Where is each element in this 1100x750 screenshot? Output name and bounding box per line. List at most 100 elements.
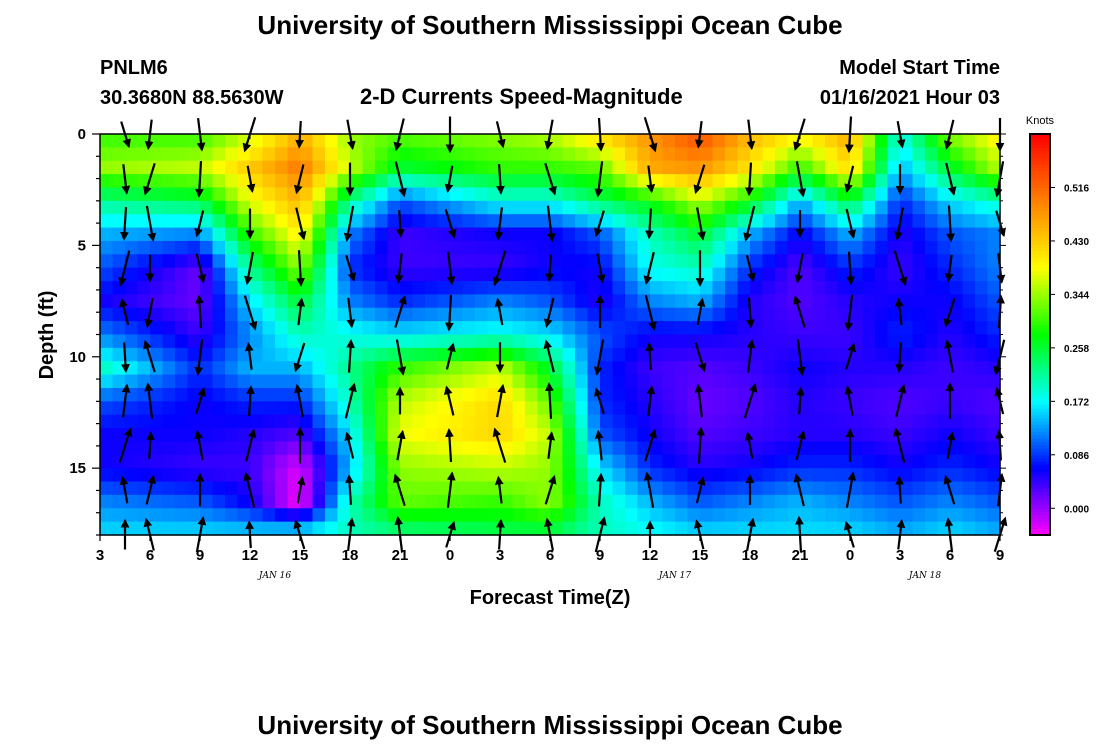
- heatmap-cell: [225, 281, 239, 295]
- heatmap-cell: [112, 347, 126, 362]
- heatmap-cell: [637, 240, 651, 255]
- heatmap-cell: [875, 294, 889, 309]
- heatmap-cell: [112, 240, 126, 255]
- heatmap-cell: [350, 481, 364, 496]
- heatmap-cell: [350, 307, 364, 322]
- heatmap-cell: [825, 147, 839, 162]
- heatmap-cell: [600, 321, 614, 336]
- colorbar-swatch: [1030, 324, 1050, 329]
- heatmap-cell: [600, 441, 614, 456]
- heatmap-cell: [850, 361, 864, 376]
- heatmap-cell: [587, 200, 601, 215]
- heatmap-cell: [112, 361, 126, 376]
- current-vector: [195, 161, 204, 198]
- heatmap-cell: [712, 521, 726, 536]
- heatmap-cell: [550, 414, 564, 429]
- heatmap-cell: [112, 254, 126, 269]
- heatmap-cell: [925, 281, 939, 295]
- heatmap-cell: [100, 294, 114, 309]
- heatmap-cell: [987, 134, 1001, 148]
- heatmap-cell: [750, 374, 764, 389]
- heatmap-cell: [837, 187, 851, 202]
- heatmap-cell: [650, 307, 664, 322]
- heatmap-cell: [437, 441, 451, 456]
- heatmap-cell: [625, 227, 639, 242]
- heatmap-cell: [862, 468, 876, 483]
- heatmap-cell: [225, 454, 239, 469]
- heatmap-cell: [312, 361, 326, 376]
- current-vector: [544, 162, 557, 196]
- current-vector: [596, 472, 605, 507]
- heatmap-cell: [362, 214, 376, 229]
- heatmap-cell: [187, 174, 201, 189]
- heatmap-cell: [662, 441, 676, 456]
- heatmap-cell: [537, 414, 551, 429]
- heatmap-cell: [275, 187, 289, 202]
- heatmap-cell: [837, 281, 851, 295]
- heatmap-cell: [337, 508, 351, 523]
- heatmap-cell: [562, 214, 576, 229]
- heatmap-cell: [312, 387, 326, 402]
- heatmap-cell: [875, 174, 889, 189]
- heatmap-cell: [512, 227, 526, 242]
- heatmap-cell: [550, 347, 564, 362]
- heatmap-cell: [137, 428, 151, 443]
- heatmap-cell: [962, 214, 976, 229]
- colorbar-swatch: [1030, 387, 1050, 392]
- heatmap-cell: [987, 147, 1001, 162]
- heatmap-cell: [575, 240, 589, 255]
- heatmap-cell: [800, 160, 814, 175]
- heatmap-cell: [312, 508, 326, 523]
- colorbar-swatch: [1030, 271, 1050, 275]
- heatmap-cell: [487, 441, 501, 456]
- heatmap-cell: [412, 521, 426, 536]
- heatmap-cell: [875, 160, 889, 175]
- heatmap-cell: [225, 147, 239, 162]
- heatmap-cell: [312, 468, 326, 483]
- current-vector: [344, 382, 357, 419]
- heatmap-cell: [975, 454, 989, 469]
- colorbar-swatch: [1030, 361, 1050, 366]
- heatmap-cell: [437, 281, 451, 295]
- colorbar-swatch: [1030, 414, 1050, 419]
- colorbar-swatch: [1030, 287, 1050, 292]
- heatmap-cell: [737, 454, 751, 469]
- heatmap-cell: [125, 281, 139, 295]
- heatmap-cell: [150, 240, 164, 255]
- heatmap-cell: [987, 468, 1001, 483]
- heatmap-cell: [775, 254, 789, 269]
- heatmap-cell: [275, 200, 289, 215]
- heatmap-cell: [925, 521, 939, 536]
- heatmap-cell: [587, 294, 601, 309]
- station-id: PNLM6: [100, 57, 168, 79]
- heatmap-cell: [962, 481, 976, 496]
- heatmap-cell: [512, 361, 526, 376]
- heatmap-cell: [212, 334, 226, 349]
- current-vector: [596, 253, 606, 284]
- heatmap-cell: [887, 160, 901, 175]
- heatmap-cell: [625, 387, 639, 402]
- heatmap-cell: [487, 187, 501, 202]
- heatmap-cell: [825, 521, 839, 536]
- current-vector: [744, 431, 754, 459]
- heatmap-cell: [375, 374, 389, 389]
- heatmap-cell: [700, 254, 714, 269]
- heatmap-cell: [875, 200, 889, 215]
- heatmap-cell: [400, 200, 414, 215]
- current-vector: [743, 205, 756, 242]
- heatmap-cell: [725, 441, 739, 456]
- heatmap-cell: [800, 200, 814, 215]
- heatmap-cell: [362, 134, 376, 148]
- heatmap-cell: [312, 454, 326, 469]
- heatmap-cell: [825, 428, 839, 443]
- current-vector: [693, 164, 706, 195]
- heatmap-cell: [675, 494, 689, 509]
- heatmap-cell: [187, 200, 201, 215]
- heatmap-cell: [287, 374, 301, 389]
- heatmap-cell: [675, 428, 689, 443]
- heatmap-cell: [837, 267, 851, 282]
- heatmap-cell: [475, 254, 489, 269]
- heatmap-cell: [162, 428, 176, 443]
- heatmap-cell: [737, 387, 751, 402]
- heatmap-cell: [350, 428, 364, 443]
